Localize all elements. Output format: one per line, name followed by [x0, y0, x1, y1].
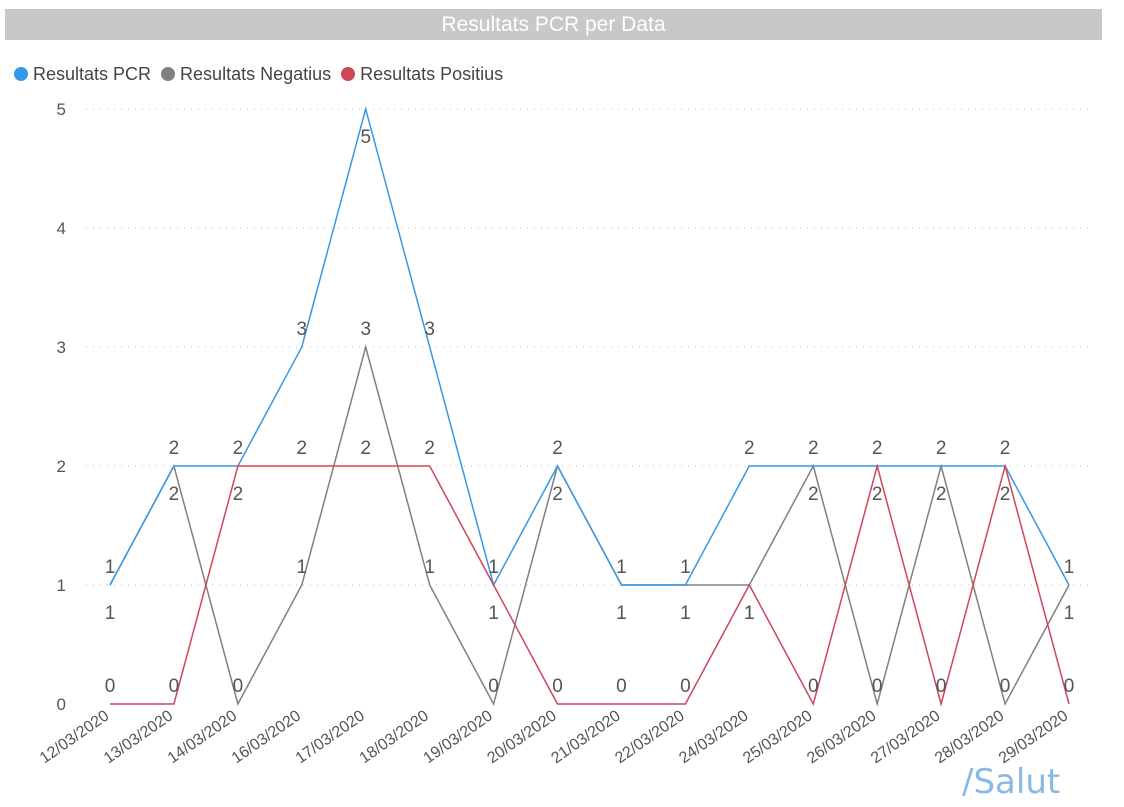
- data-label: 0: [488, 676, 499, 697]
- chart-title: Resultats PCR per Data: [5, 9, 1102, 40]
- salut-logo: /Salut: [962, 762, 1061, 802]
- y-tick-label: 4: [57, 219, 66, 238]
- data-label: 2: [1000, 438, 1011, 459]
- x-tick-label: 20/03/2020: [484, 707, 559, 767]
- x-tick-label: 27/03/2020: [868, 707, 943, 767]
- data-label: 2: [744, 438, 755, 459]
- data-label: 1: [680, 557, 691, 578]
- data-label: 2: [233, 438, 244, 459]
- data-label: 0: [936, 676, 947, 697]
- x-tick-label: 19/03/2020: [421, 707, 496, 767]
- legend-dot: [14, 67, 28, 81]
- y-tick-label: 3: [57, 338, 66, 357]
- data-label: 1: [1064, 557, 1075, 578]
- data-label: 2: [872, 484, 883, 505]
- data-label: 2: [169, 438, 180, 459]
- data-label: 3: [297, 319, 308, 340]
- data-label: 2: [169, 484, 180, 505]
- data-label: 0: [105, 676, 116, 697]
- data-label: 3: [360, 319, 371, 340]
- legend-item-1[interactable]: Resultats Negatius: [161, 64, 331, 85]
- data-label: 1: [488, 557, 499, 578]
- data-label: 2: [872, 438, 883, 459]
- y-tick-label: 2: [57, 457, 66, 476]
- x-tick-label: 14/03/2020: [165, 707, 240, 767]
- x-tick-label: 21/03/2020: [548, 707, 623, 767]
- legend-dot: [341, 67, 356, 81]
- x-tick-label: 26/03/2020: [804, 707, 879, 767]
- data-label: 0: [680, 676, 691, 697]
- y-tick-label: 0: [57, 695, 66, 714]
- legend-item-2[interactable]: Resultats Positius: [341, 64, 503, 85]
- data-label: 2: [1000, 484, 1011, 505]
- legend-label: Resultats PCR: [33, 63, 152, 84]
- data-label: 2: [297, 438, 308, 459]
- data-label: 3: [424, 319, 435, 340]
- data-label: 1: [105, 557, 116, 578]
- data-label: 1: [105, 603, 116, 624]
- legend-label: Resultats Positius: [360, 63, 504, 84]
- data-label: 1: [297, 557, 308, 578]
- data-label: 1: [744, 603, 755, 624]
- data-label: 0: [808, 676, 819, 697]
- x-tick-label: 29/03/2020: [996, 707, 1071, 767]
- x-tick-label: 25/03/2020: [740, 707, 815, 767]
- data-label: 0: [1064, 676, 1075, 697]
- series-line-2: [110, 463, 1070, 707]
- legend-label: Resultats Negatius: [180, 63, 332, 84]
- x-tick-label: 12/03/2020: [37, 707, 112, 767]
- x-tick-label: 18/03/2020: [357, 707, 432, 767]
- data-label: 1: [616, 557, 627, 578]
- x-tick-label: 16/03/2020: [229, 707, 304, 767]
- data-label: 0: [552, 676, 563, 697]
- data-label: 2: [808, 484, 819, 505]
- data-label: 2: [552, 484, 563, 505]
- data-label: 1: [680, 603, 691, 624]
- x-tick-label: 17/03/2020: [293, 707, 368, 767]
- data-label: 1: [1064, 603, 1075, 624]
- data-label: 2: [360, 438, 371, 459]
- y-tick-label: 1: [57, 576, 66, 595]
- data-label: 5: [360, 127, 371, 148]
- y-tick-label: 5: [57, 100, 66, 119]
- data-label: 1: [744, 603, 755, 624]
- data-label: 2: [424, 438, 435, 459]
- legend-dot: [161, 67, 176, 81]
- data-label: 0: [1000, 676, 1011, 697]
- x-tick-label: 28/03/2020: [932, 707, 1007, 767]
- data-label: 1: [488, 603, 499, 624]
- data-label: 1: [424, 557, 435, 578]
- legend-item-0[interactable]: Resultats PCR: [14, 64, 151, 85]
- data-label: 0: [616, 676, 627, 697]
- data-label: 2: [936, 438, 947, 459]
- chart-legend[interactable]: Resultats PCR Resultats Negatius Resultats…: [14, 62, 513, 86]
- data-label: 1: [616, 603, 627, 624]
- data-label: 2: [552, 438, 563, 459]
- x-tick-label: 22/03/2020: [612, 707, 687, 767]
- data-label: 0: [169, 676, 180, 697]
- data-label: 2: [233, 484, 244, 505]
- series-line-0: [109, 106, 1070, 588]
- data-label: 0: [233, 676, 244, 697]
- data-label: 2: [936, 484, 947, 505]
- data-label: 0: [872, 676, 883, 697]
- x-tick-label: 24/03/2020: [676, 707, 751, 767]
- data-label: 2: [808, 438, 819, 459]
- x-tick-label: 13/03/2020: [101, 707, 176, 767]
